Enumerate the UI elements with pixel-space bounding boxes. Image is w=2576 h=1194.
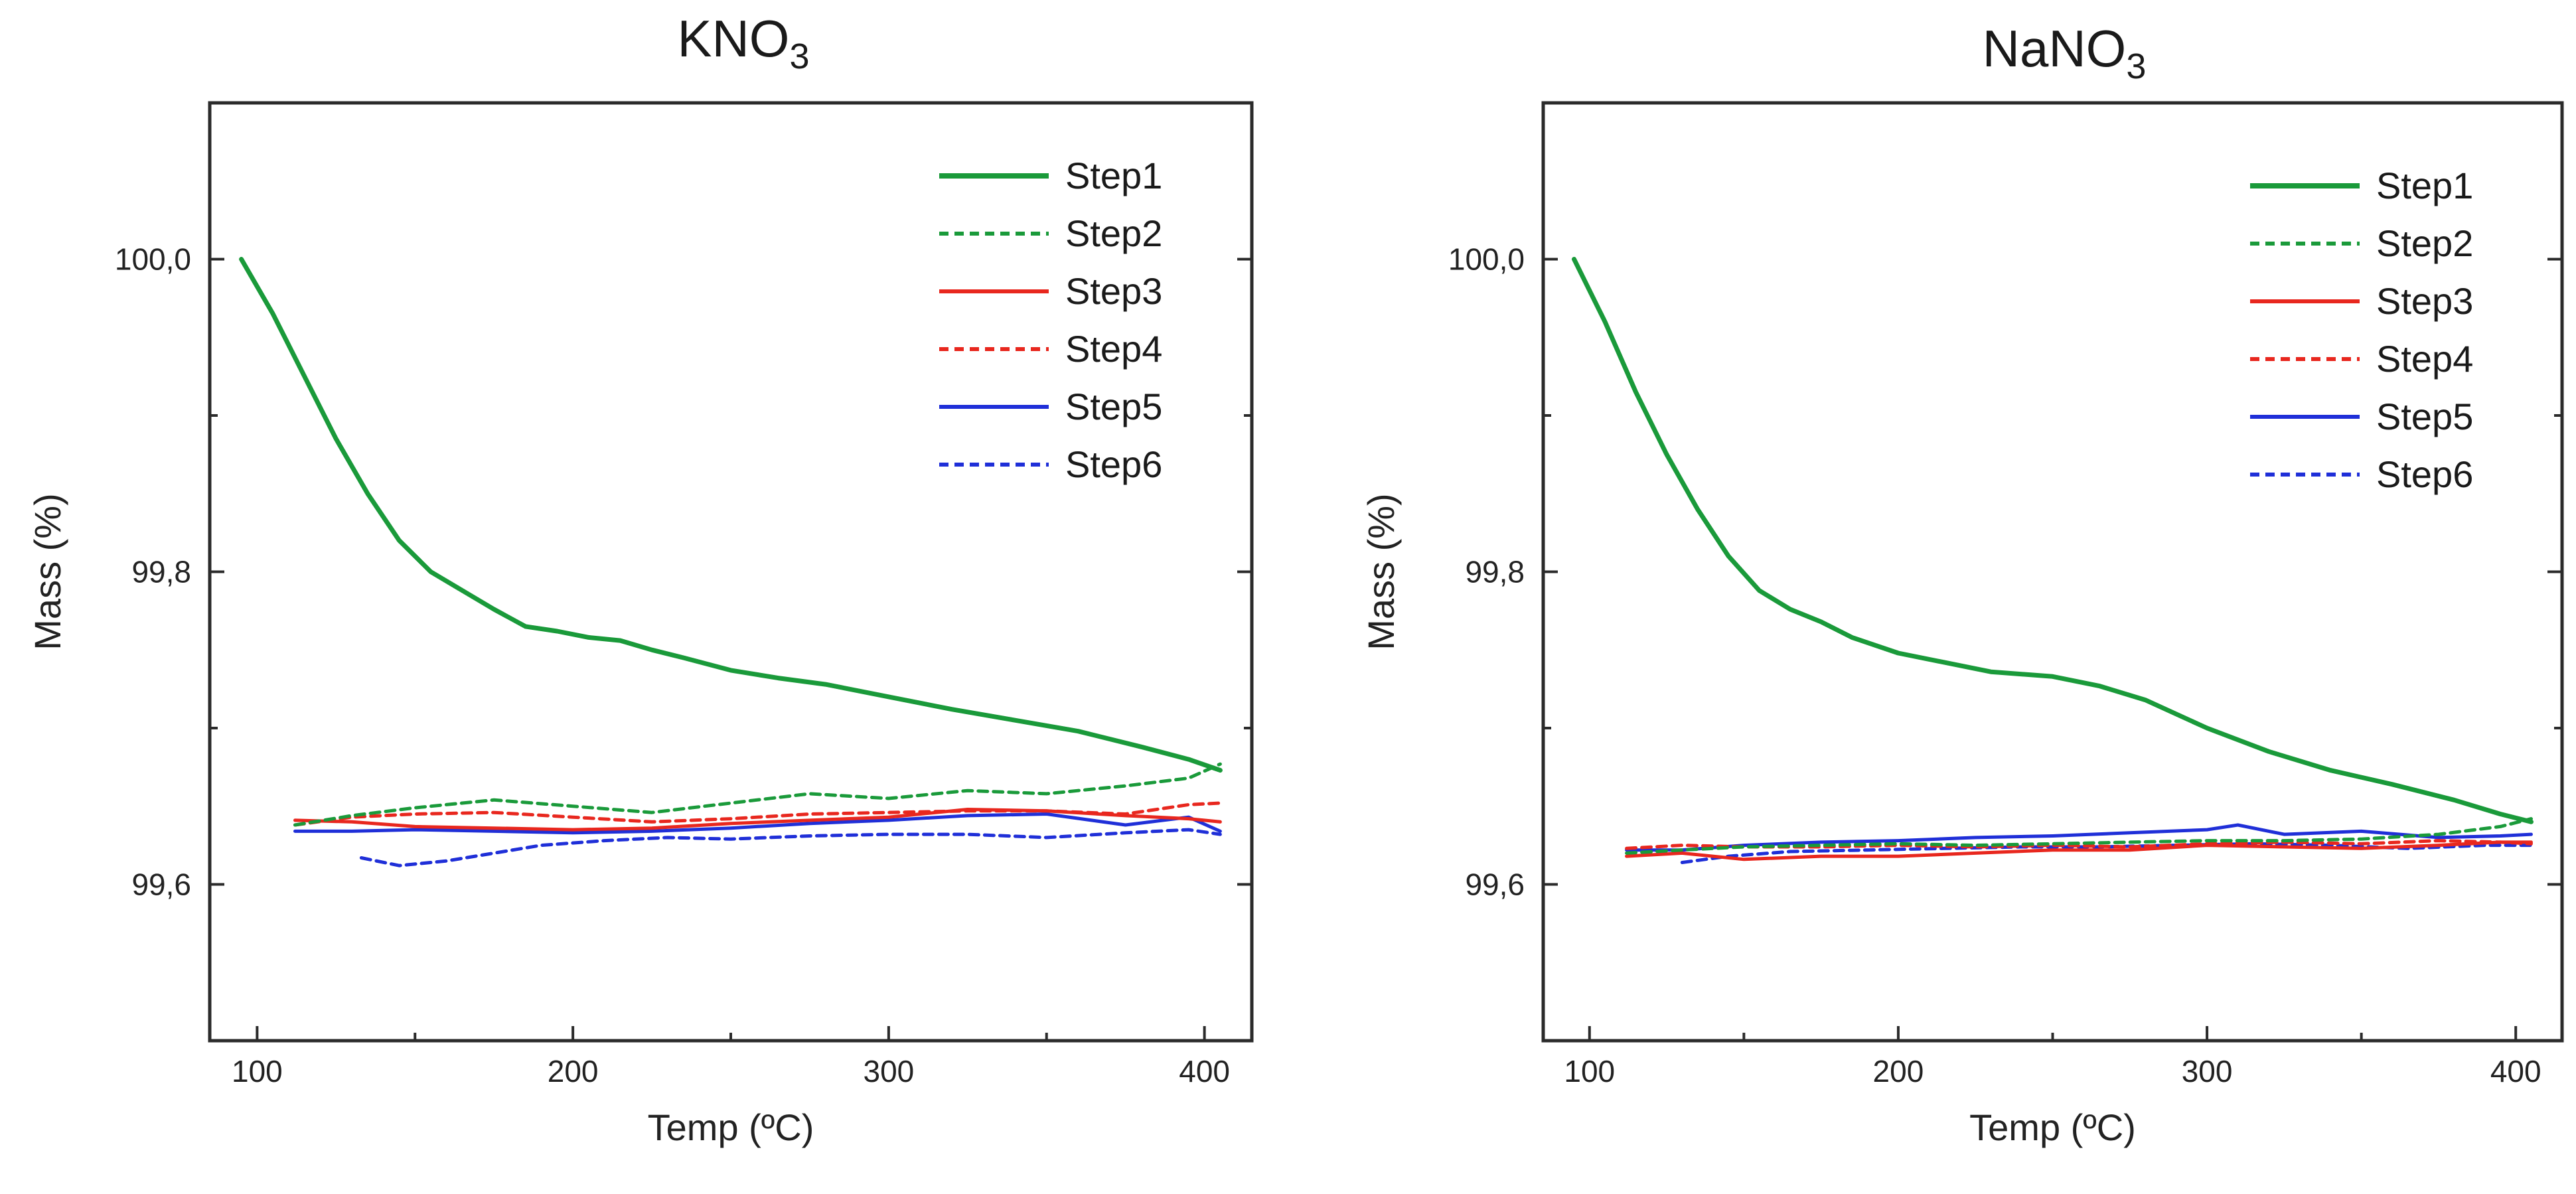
chart-1-title-subscript: 3 <box>2126 46 2146 86</box>
chart-1-x-tick-label-0: 100 <box>1564 1054 1615 1088</box>
chart-1-legend: Step1 Step2 Step3 Step4 Step5 Step6 <box>2250 165 2473 495</box>
chart-1-x-axis-title: Temp (ºC) <box>1969 1106 2136 1148</box>
chart-0-legend-label-step4: Step4 <box>1065 328 1162 370</box>
chart-1-x-tick-label-1: 200 <box>1873 1054 1924 1088</box>
chart-0-title: KNO3 <box>677 9 809 76</box>
chart-0-y-axis-title: Mass (%) <box>27 493 68 650</box>
chart-1-series-step3-line <box>1625 840 2533 861</box>
chart-0-legend-label-step5: Step5 <box>1065 386 1162 427</box>
chart-0-x-tick-label-3: 400 <box>1179 1054 1230 1088</box>
chart-1-legend-label-step3: Step3 <box>2376 280 2473 322</box>
chart-1-series-step2-line <box>1625 817 2533 855</box>
chart-1-title-main: NaNO <box>1983 19 2127 78</box>
chart-0-y-tick-label-0: 99,6 <box>131 867 191 902</box>
chart-0-legend-label-step3: Step3 <box>1065 270 1162 312</box>
chart-1-series-group <box>1572 257 2534 864</box>
chart-1-legend-label-step1: Step1 <box>2376 165 2473 206</box>
chart-0-legend-label-step6: Step6 <box>1065 443 1162 485</box>
chart-0-x-axis-title: Temp (ºC) <box>648 1106 814 1148</box>
chart-1-series-step1-line <box>1572 257 2534 824</box>
chart-0-y-tick-label-1: 99,8 <box>131 555 191 589</box>
chart-0-legend-label-step1: Step1 <box>1065 155 1162 196</box>
chart-1-y-tick-label-2: 100,0 <box>1448 242 1525 277</box>
chart-1-legend-label-step2: Step2 <box>2376 222 2473 264</box>
chart-0-legend: Step1 Step2 Step3 Step4 Step5 Step6 <box>939 155 1162 485</box>
chart-0-series-step2-line <box>293 762 1222 827</box>
chart-nano3: 100 200 300 400 99,6 99,8 100,0 Temp (ºC) Mass (… <box>1360 19 2564 1148</box>
chart-1-legend-label-step5: Step5 <box>2376 396 2473 437</box>
chart-0-title-subscript: 3 <box>789 37 809 76</box>
chart-0-series-step3-line <box>293 808 1222 832</box>
chart-1-y-tick-label-0: 99,6 <box>1465 867 1525 902</box>
chart-1-x-tick-label-2: 300 <box>2182 1054 2233 1088</box>
chart-0-y-tick-label-2: 100,0 <box>115 242 191 277</box>
chart-1-legend-label-step4: Step4 <box>2376 338 2473 380</box>
chart-0-series-group <box>239 257 1223 867</box>
chart-0-series-step6-line <box>359 828 1222 867</box>
chart-0-x-tick-label-0: 100 <box>232 1054 283 1088</box>
chart-0-x-tick-label-2: 300 <box>864 1054 915 1088</box>
chart-0-series-step1-line <box>239 257 1223 773</box>
chart-1-x-tick-label-3: 400 <box>2490 1054 2541 1088</box>
chart-1-legend-label-step6: Step6 <box>2376 453 2473 495</box>
chart-0-x-tick-label-1: 200 <box>548 1054 599 1088</box>
chart-0-title-main: KNO <box>677 9 789 68</box>
chart-0-series-step5-line <box>293 812 1222 835</box>
chart-1-y-axis-title: Mass (%) <box>1360 493 1402 650</box>
chart-0-legend-label-step2: Step2 <box>1065 212 1162 254</box>
chart-1-title: NaNO3 <box>1983 19 2147 86</box>
chart-1-y-tick-label-1: 99,8 <box>1465 555 1525 589</box>
chart-kno3: 100 200 300 400 99,6 99,8 100,0 Temp (ºC) Mass (… <box>27 9 1254 1148</box>
